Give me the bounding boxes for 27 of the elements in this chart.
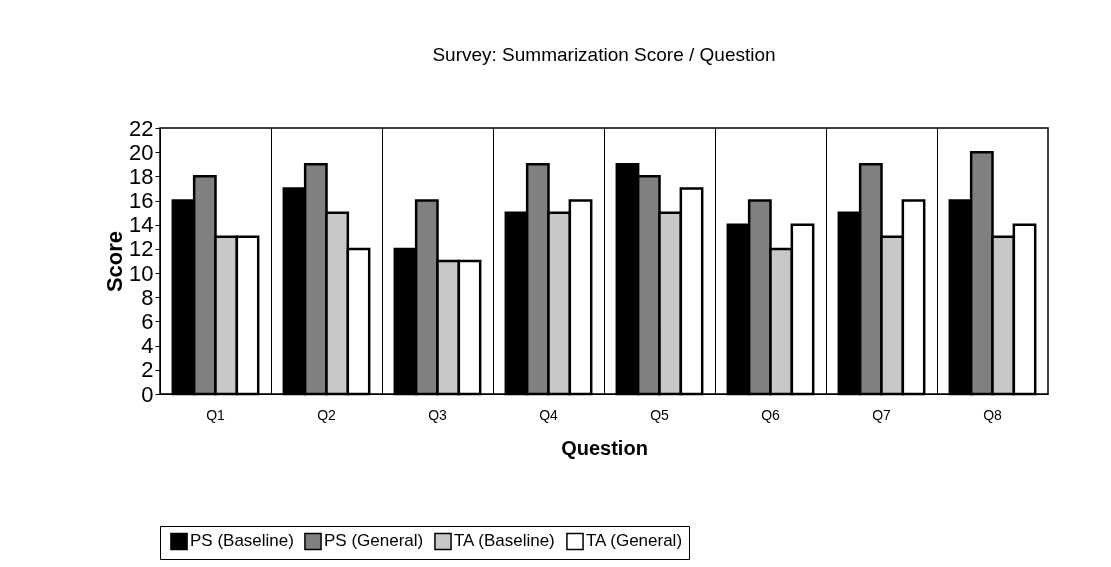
y-tick-label: 10 (129, 260, 154, 286)
y-tick-label: 4 (141, 333, 154, 359)
x-tick-label: Q4 (539, 406, 559, 423)
legend-label: TA (Baseline) (454, 531, 555, 551)
y-tick-label: 0 (141, 381, 154, 407)
chart-title: Survey: Summarization Score / Question (432, 44, 776, 65)
y-tick-label: 14 (129, 212, 154, 238)
x-tick-label: Q2 (317, 406, 337, 423)
y-axis-title: Score (102, 230, 128, 293)
y-tick-label: 6 (141, 308, 154, 334)
x-tick-label: Q1 (206, 406, 226, 423)
legend-label: PS (Baseline) (190, 531, 294, 551)
x-axis-title: Question (561, 436, 648, 459)
y-tick-label: 22 (129, 115, 154, 141)
y-tick-label: 18 (129, 163, 154, 189)
legend-label: PS (General) (324, 531, 424, 551)
x-tick-label: Q5 (650, 406, 670, 423)
x-tick-label: Q3 (428, 406, 448, 423)
y-tick-label: 16 (129, 188, 154, 214)
x-tick-label: Q8 (983, 406, 1003, 423)
y-tick-label: 20 (129, 139, 154, 165)
y-tick-label: 2 (141, 357, 154, 383)
y-tick-label: 8 (141, 284, 154, 310)
legend-label: TA (General) (586, 531, 683, 551)
x-tick-label: Q7 (872, 406, 892, 423)
y-tick-label: 12 (129, 236, 154, 262)
x-tick-label: Q6 (761, 406, 781, 423)
